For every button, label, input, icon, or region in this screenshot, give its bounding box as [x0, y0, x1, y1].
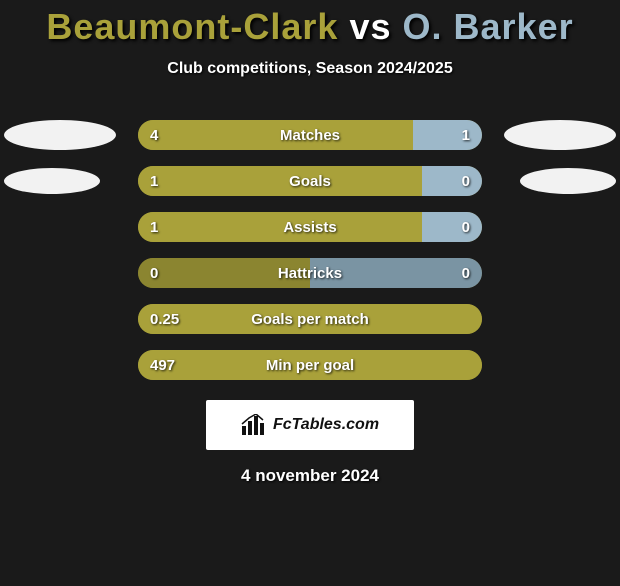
player1-badge	[4, 120, 116, 150]
player2-badge	[504, 120, 616, 150]
stat-rows: 4Matches11Goals01Assists00Hattricks00.25…	[0, 120, 620, 380]
player2-badge	[520, 168, 616, 194]
chart-icon	[241, 414, 267, 436]
stat-bar: 1Goals0	[138, 166, 482, 196]
stat-row: 0Hattricks0	[0, 258, 620, 288]
stat-row: 1Assists0	[0, 212, 620, 242]
stat-label: Goals	[138, 166, 482, 196]
stat-label: Assists	[138, 212, 482, 242]
stat-label: Min per goal	[138, 350, 482, 380]
fctables-text: FcTables.com	[273, 416, 379, 434]
stat-row: 1Goals0	[0, 166, 620, 196]
stat-label: Matches	[138, 120, 482, 150]
vs-text: vs	[349, 6, 391, 47]
stat-label: Hattricks	[138, 258, 482, 288]
right-value: 0	[462, 212, 470, 242]
right-value: 0	[462, 166, 470, 196]
player1-name: Beaumont-Clark	[46, 6, 338, 47]
stat-bar: 4Matches1	[138, 120, 482, 150]
stat-bar: 497Min per goal	[138, 350, 482, 380]
right-value: 1	[462, 120, 470, 150]
stat-bar: 0Hattricks0	[138, 258, 482, 288]
fctables-badge: FcTables.com	[206, 400, 414, 450]
stat-bar: 1Assists0	[138, 212, 482, 242]
stat-row: 4Matches1	[0, 120, 620, 150]
player1-badge	[4, 168, 100, 194]
right-value: 0	[462, 258, 470, 288]
subtitle: Club competitions, Season 2024/2025	[0, 60, 620, 78]
stat-bar: 0.25Goals per match	[138, 304, 482, 334]
date: 4 november 2024	[0, 466, 620, 486]
comparison-title: Beaumont-Clark vs O. Barker	[0, 6, 620, 48]
player2-name: O. Barker	[403, 6, 574, 47]
stat-row: 497Min per goal	[0, 350, 620, 380]
stat-label: Goals per match	[138, 304, 482, 334]
stat-row: 0.25Goals per match	[0, 304, 620, 334]
